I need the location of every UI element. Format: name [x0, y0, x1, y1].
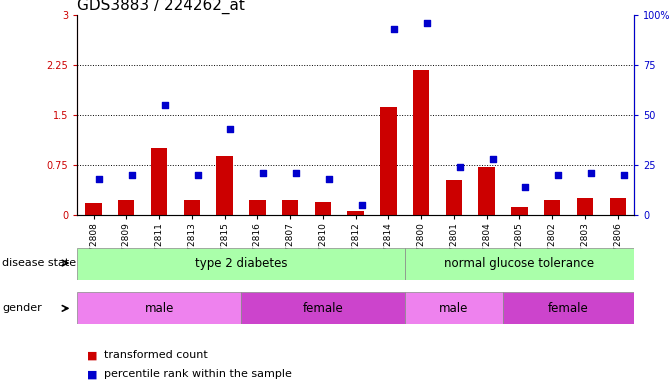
Point — [487, 156, 498, 162]
Bar — [118, 200, 134, 215]
Text: transformed count: transformed count — [104, 350, 208, 360]
Text: female: female — [548, 302, 589, 314]
Bar — [478, 167, 495, 215]
Text: gender: gender — [2, 303, 42, 313]
Point — [356, 202, 367, 208]
Point — [520, 184, 531, 190]
Bar — [315, 202, 331, 215]
Point — [586, 170, 597, 176]
Text: percentile rank within the sample: percentile rank within the sample — [104, 369, 292, 379]
Bar — [609, 199, 626, 215]
Bar — [511, 207, 527, 215]
Bar — [77, 292, 241, 324]
Bar — [405, 248, 634, 280]
Bar — [184, 200, 200, 215]
Bar — [348, 211, 364, 215]
Point — [553, 172, 564, 178]
Bar — [405, 292, 503, 324]
Point — [193, 172, 203, 178]
Bar — [413, 70, 429, 215]
Point — [94, 176, 105, 182]
Text: ■: ■ — [87, 369, 98, 379]
Text: GDS3883 / 224262_at: GDS3883 / 224262_at — [77, 0, 245, 14]
Point — [389, 26, 400, 32]
Point — [225, 126, 236, 132]
Point — [127, 172, 138, 178]
Text: female: female — [303, 302, 344, 314]
Bar — [544, 200, 560, 215]
Text: male: male — [440, 302, 468, 314]
Text: disease state: disease state — [2, 258, 76, 268]
Bar — [380, 107, 397, 215]
Text: ■: ■ — [87, 350, 98, 360]
Text: male: male — [144, 302, 174, 314]
Bar — [151, 149, 167, 215]
Bar — [503, 292, 634, 324]
Point — [323, 176, 334, 182]
Point — [160, 102, 170, 108]
Bar — [241, 292, 405, 324]
Point — [421, 20, 432, 26]
Bar — [77, 248, 405, 280]
Point — [258, 170, 268, 176]
Point — [618, 172, 629, 178]
Bar — [577, 199, 593, 215]
Bar — [282, 200, 299, 215]
Text: type 2 diabetes: type 2 diabetes — [195, 258, 287, 270]
Point — [454, 164, 465, 170]
Bar — [446, 180, 462, 215]
Bar — [249, 200, 266, 215]
Text: normal glucose tolerance: normal glucose tolerance — [444, 258, 595, 270]
Bar — [216, 156, 233, 215]
Bar — [85, 203, 102, 215]
Point — [291, 170, 301, 176]
